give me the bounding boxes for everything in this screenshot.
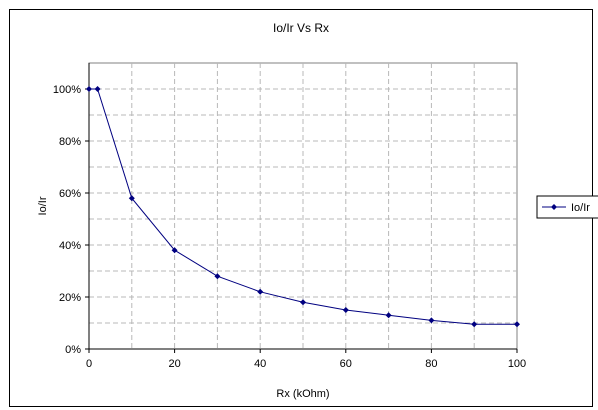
legend-box — [536, 195, 598, 219]
x-axis-label: Rx (kOhm) — [276, 388, 329, 400]
x-tick-label: 80 — [425, 358, 437, 370]
y-tick-label: 100% — [53, 84, 81, 96]
legend-marker-icon — [551, 204, 557, 210]
x-tick-label: 0 — [86, 358, 92, 370]
y-tick-label: 80% — [59, 136, 81, 148]
grid-lines — [89, 63, 517, 349]
y-tick-label: 40% — [59, 240, 81, 252]
data-point-marker — [471, 321, 478, 328]
axes: 0% 20% 40% 60% 80% 100% 0 20 40 60 80 100 — [53, 63, 526, 370]
data-point-marker — [385, 312, 392, 319]
x-tick-label: 40 — [254, 358, 266, 370]
data-point-marker — [94, 86, 101, 92]
x-tick-label: 100 — [508, 358, 526, 370]
y-tick-label: 60% — [59, 188, 81, 200]
y-axis-label: Io/Ir — [37, 196, 49, 215]
chart-title: Io/Ir Vs Rx — [273, 21, 329, 35]
series-polyline — [89, 88, 517, 325]
y-tick-label: 0% — [65, 344, 81, 356]
x-tick-label: 60 — [340, 358, 352, 370]
series-line — [86, 86, 520, 328]
x-tick-label: 20 — [168, 358, 180, 370]
legend: Io/Ir — [536, 195, 598, 219]
data-point-marker — [171, 247, 178, 254]
legend-label: Io/Ir — [571, 202, 590, 214]
data-point-marker — [257, 288, 264, 295]
data-point-marker — [428, 317, 435, 324]
data-point-marker — [86, 86, 92, 92]
data-point-marker — [300, 299, 306, 306]
data-point-marker — [514, 321, 520, 328]
data-point-marker — [128, 195, 135, 202]
y-tick-label: 20% — [59, 292, 81, 304]
data-point-marker — [342, 307, 349, 313]
data-point-marker — [214, 273, 221, 280]
